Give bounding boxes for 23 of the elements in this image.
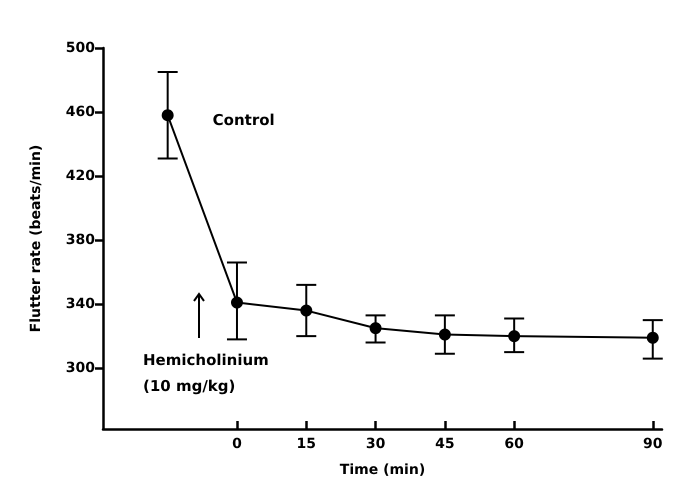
y-axis-title: Flutter rate (beats/min) <box>28 144 44 332</box>
point <box>230 296 243 309</box>
x-tick-label: 60 <box>504 436 524 452</box>
point <box>508 330 520 342</box>
annotation: Hemicholinium (10 mg/kg) <box>143 351 269 395</box>
point <box>300 304 312 317</box>
y-tick-label: 420 <box>66 168 96 184</box>
x-axis-title: Time (min) <box>340 462 426 478</box>
point <box>646 332 659 344</box>
x-tick-label: 30 <box>366 436 386 452</box>
point <box>162 109 174 122</box>
y-tick-label: 500 <box>66 40 96 56</box>
point <box>370 322 382 334</box>
x-tick-label: 0 <box>232 436 242 452</box>
x-tick-label: 15 <box>296 436 316 452</box>
x-tick-label: 45 <box>435 436 455 452</box>
point <box>438 328 451 341</box>
y-tick-label: 460 <box>66 104 96 120</box>
y-tick-label: 300 <box>66 360 96 376</box>
y-tick-label: 340 <box>66 296 96 312</box>
x-tick-label: 90 <box>643 436 663 452</box>
annotation: Control <box>212 111 275 130</box>
y-tick-label: 380 <box>66 232 96 248</box>
